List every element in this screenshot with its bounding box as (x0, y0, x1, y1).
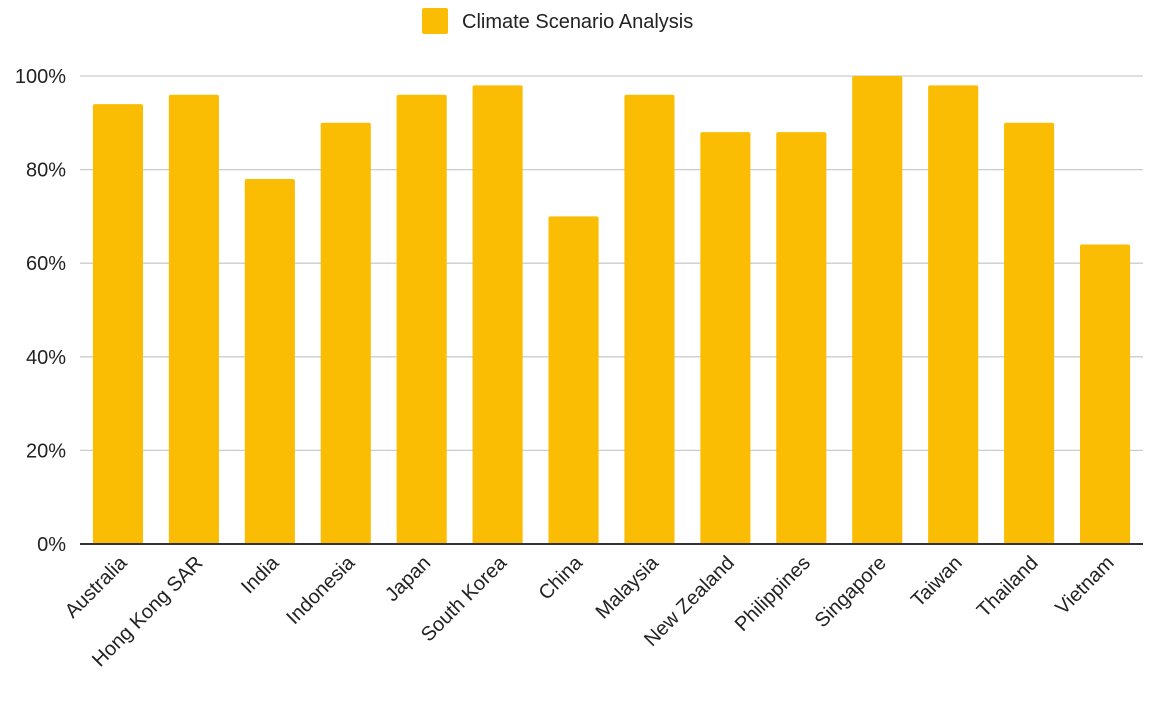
y-tick-label: 20% (26, 440, 66, 462)
y-tick-label: 100% (15, 66, 66, 88)
bar (1004, 122, 1055, 545)
bar (168, 94, 219, 544)
gridlines (80, 75, 1143, 452)
x-tick-label: Malaysia (592, 551, 664, 623)
legend-swatch (422, 8, 448, 34)
bar (776, 132, 827, 544)
bars (92, 76, 1131, 545)
x-tick-label: Vietnam (1051, 552, 1118, 619)
x-tick-label: Philippines (731, 552, 815, 636)
x-tick-label: China (535, 551, 588, 604)
bar (548, 216, 599, 544)
bar (244, 178, 295, 544)
x-tick-label: Indonesia (282, 551, 360, 629)
y-tick-label: 40% (26, 347, 66, 369)
x-tick-label: Thailand (973, 552, 1043, 622)
bar (700, 132, 751, 544)
x-tick-label: Taiwan (907, 552, 967, 612)
bar (928, 85, 979, 545)
legend-label: Climate Scenario Analysis (462, 11, 693, 33)
y-axis-ticks: 0% 20% 40% 60% 80% 100% (15, 66, 66, 556)
bar (624, 94, 675, 544)
x-tick-label: Singapore (811, 552, 891, 632)
bar (396, 94, 447, 544)
y-tick-label: 80% (26, 160, 66, 182)
bar (1079, 244, 1131, 545)
bar (472, 85, 523, 545)
y-tick-label: 0% (37, 534, 66, 556)
x-tick-label: Japan (381, 552, 435, 606)
legend: Climate Scenario Analysis (422, 8, 693, 34)
bar (92, 104, 144, 544)
bar (320, 122, 371, 545)
x-tick-label: Australia (61, 551, 132, 622)
bar (852, 76, 903, 544)
y-tick-label: 60% (26, 253, 66, 275)
x-tick-label: India (237, 551, 284, 598)
